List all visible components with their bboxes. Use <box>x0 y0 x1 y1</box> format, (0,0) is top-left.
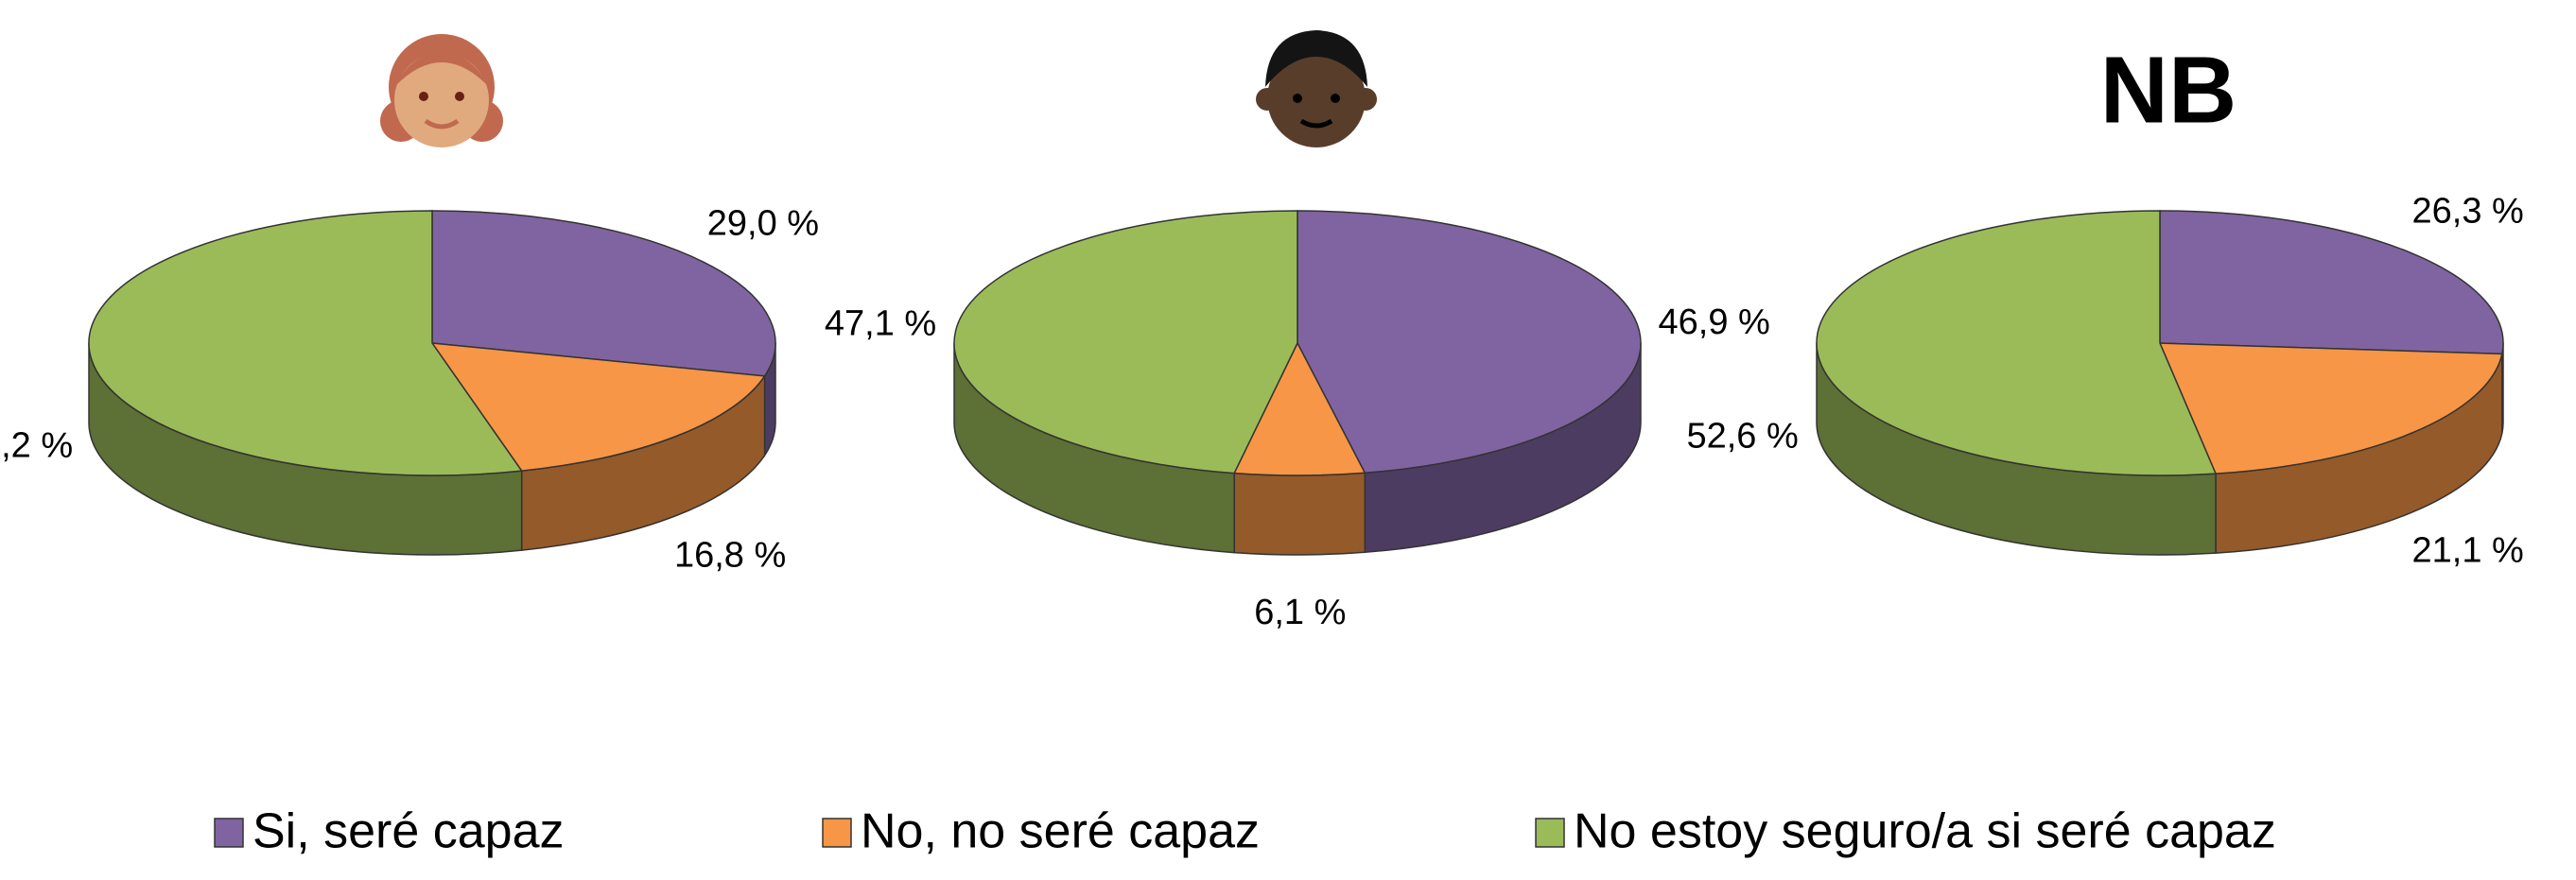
slice-side <box>1233 472 1366 556</box>
data-label: 47,1 % <box>825 303 936 343</box>
data-label: 26,3 % <box>2412 191 2524 231</box>
data-label: 29,0 % <box>707 204 819 244</box>
legend-swatch <box>214 818 244 848</box>
slice <box>2158 342 2503 475</box>
data-label: 46,9 % <box>1659 302 1770 342</box>
data-label: 16,8 % <box>674 536 786 576</box>
data-label: 21,1 % <box>2412 531 2524 571</box>
chart-title: NB <box>2100 37 2237 143</box>
legend-swatch <box>1535 818 1565 848</box>
slice <box>430 342 766 472</box>
boy-icon <box>1256 30 1377 147</box>
slice <box>88 210 524 476</box>
girl-icon <box>380 34 503 147</box>
slice <box>1233 341 1366 476</box>
data-label: 54,2 % <box>0 426 73 466</box>
legend-swatch <box>822 818 852 848</box>
slice <box>2159 210 2504 355</box>
slice <box>953 210 1298 475</box>
legend-label: No, no seré capaz <box>861 804 1260 859</box>
data-label: 6,1 % <box>1254 593 1346 632</box>
slice <box>1816 210 2218 476</box>
slice <box>1297 210 1642 475</box>
legend-label: No estoy seguro/a si seré capaz <box>1574 804 2276 859</box>
slice <box>431 210 776 377</box>
data-label: 52,6 % <box>1686 417 1798 457</box>
legend-label: Si, seré capaz <box>252 804 565 859</box>
